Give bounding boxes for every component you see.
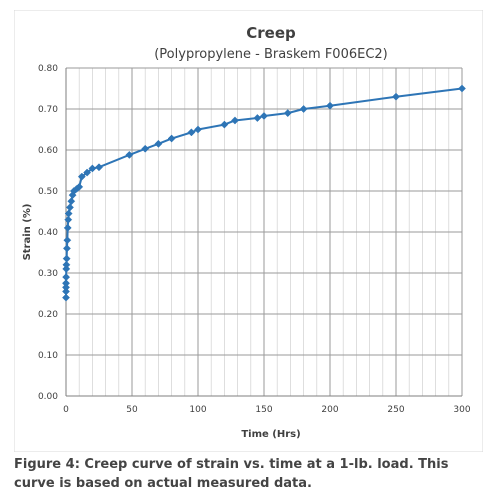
y-tick-label: 0.50 (38, 187, 58, 197)
chart-subtitle: (Polypropylene - Braskem F006EC2) (154, 47, 388, 62)
y-tick-label: 0.00 (38, 392, 58, 402)
x-tick-label: 150 (255, 405, 272, 415)
data-point-marker (231, 116, 239, 125)
data-point-marker (95, 163, 103, 172)
data-series (62, 84, 466, 302)
chart-title: Creep (246, 24, 296, 42)
grid-lines (65, 67, 463, 397)
y-tick-label: 0.40 (38, 228, 58, 238)
data-point-marker (154, 139, 163, 148)
axes (65, 68, 462, 397)
data-point-marker (62, 293, 70, 302)
data-point-marker (66, 203, 74, 212)
data-point-marker (62, 279, 70, 288)
x-tick-label: 0 (63, 405, 69, 415)
data-point-marker (88, 164, 97, 173)
data-point-marker (64, 215, 73, 224)
data-point-marker (68, 191, 77, 200)
data-point-marker (167, 134, 176, 143)
data-point-marker (64, 209, 73, 218)
data-point-marker (62, 254, 71, 263)
data-point-marker (77, 172, 86, 181)
y-tick-label: 0.80 (38, 64, 58, 74)
data-point-marker (141, 144, 150, 153)
tick-labels: 0 50 100 150 200 250 300 0.00 0.10 0.20 0.30 0.40 0.… (38, 64, 471, 415)
data-point-marker (63, 236, 72, 245)
x-tick-label: 250 (387, 405, 404, 415)
y-axis-label: Strain (%) (22, 204, 33, 261)
data-point-marker (75, 182, 84, 191)
data-point-marker (62, 273, 71, 282)
x-tick-label: 300 (453, 405, 470, 415)
data-point-marker (62, 287, 70, 296)
y-tick-label: 0.30 (38, 269, 58, 279)
data-point-marker (458, 84, 466, 93)
data-point-marker (125, 150, 134, 159)
chart-panel: Creep (Polypropylene - Braskem F006EC2) … (14, 10, 483, 452)
data-point-marker (220, 120, 229, 129)
creep-chart: Creep (Polypropylene - Braskem F006EC2) … (14, 10, 483, 452)
y-tick-label: 0.10 (38, 351, 58, 361)
data-point-marker (62, 283, 70, 292)
data-point-marker (283, 109, 292, 118)
data-point-marker (392, 92, 400, 101)
data-point-marker (194, 125, 202, 134)
data-point-marker (253, 114, 262, 122)
data-point-marker (83, 168, 92, 177)
y-tick-label: 0.70 (38, 105, 58, 115)
x-tick-label: 50 (126, 405, 138, 415)
data-point-marker (299, 105, 308, 113)
x-tick-label: 200 (321, 405, 338, 415)
figure-caption: Figure 4: Creep curve of strain vs. time… (14, 452, 483, 500)
data-point-marker (62, 244, 71, 253)
data-point-marker (326, 101, 334, 110)
data-point-marker (62, 264, 71, 273)
y-tick-label: 0.20 (38, 310, 58, 320)
data-point-marker (187, 128, 196, 137)
data-point-marker (63, 223, 72, 232)
y-tick-label: 0.60 (38, 146, 58, 156)
data-point-marker (62, 260, 71, 269)
data-point-marker (260, 112, 268, 120)
data-point-marker (67, 197, 76, 206)
x-tick-label: 100 (189, 405, 206, 415)
x-axis-label: Time (Hrs) (241, 429, 300, 440)
